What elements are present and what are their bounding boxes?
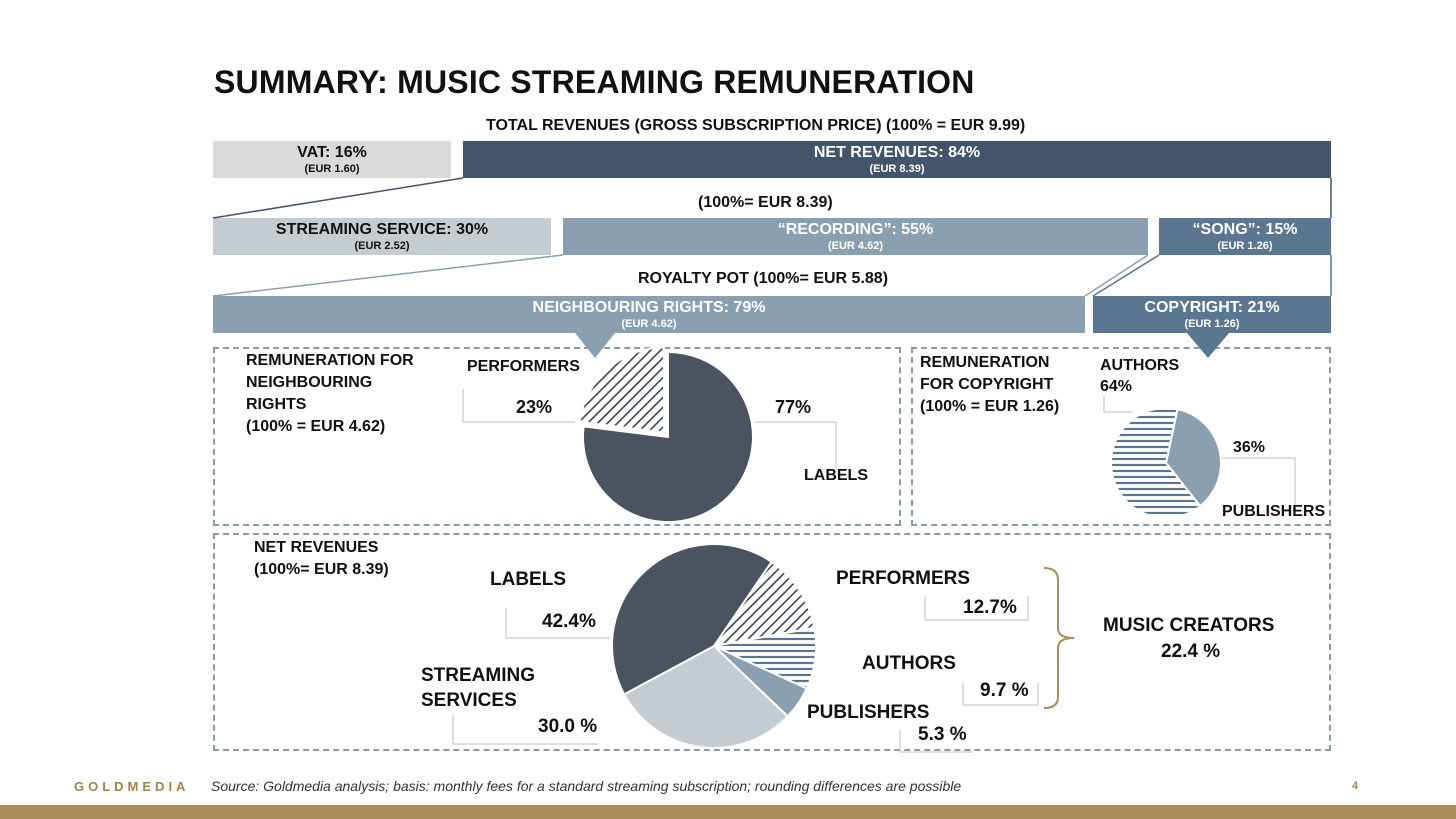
streaming-service-bar: STREAMING SERVICE: 30% (EUR 2.52) [213,218,551,255]
leader-line [452,715,598,745]
cr-publishers-label: PUBLISHERS [1222,503,1326,520]
net-performers-label: PERFORMERS [836,568,971,589]
cr-publishers-slice [1164,408,1222,508]
neighbouring-rights-panel [213,347,901,526]
total-revenues-caption: TOTAL REVENUES (GROSS SUBSCRIPTION PRICE… [486,117,1026,134]
net-labels-value: 42.4% [542,611,596,632]
net-revenues-panel [213,533,1331,751]
copyright-sub: (EUR 1.26) [1184,317,1240,330]
net-publishers-value: 5.3 % [918,724,967,745]
copyright-label: COPYRIGHT: 21% [1144,298,1280,316]
net-performers-slice [711,560,816,648]
song-bar: “SONG”: 15% (EUR 1.26) [1159,218,1331,255]
leader-line [924,596,1029,621]
cr-title-line: FOR COPYRIGHT [920,376,1054,393]
connector-line [212,254,564,297]
net-title-line: NET REVENUES [254,539,379,556]
song-label: “SONG”: 15% [1192,220,1298,238]
nr-performers-value: 23% [516,397,553,417]
leader-line [462,389,575,423]
cr-publishers-value: 36% [1233,439,1266,456]
net-performers-value: 12.7% [963,597,1017,618]
leader-line [1103,396,1132,413]
page-title: SUMMARY: MUSIC STREAMING REMUNERATION [214,64,975,100]
cr-authors-slice [1110,407,1202,519]
leader-line [962,683,1039,706]
nr-performers-label: PERFORMERS [467,358,580,375]
music-creators-value: 22.4 % [1161,641,1221,662]
net-streaming-label-line: STREAMING [421,665,535,686]
leader-line [1220,457,1296,505]
vat-label: VAT: 16% [297,143,367,161]
copyright-panel [911,347,1331,526]
vat-bar: VAT: 16% (EUR 1.60) [213,141,451,178]
music-creators-label: MUSIC CREATORS [1103,615,1275,636]
leader-line [505,608,610,639]
recording-sub: (EUR 4.62) [827,239,884,252]
net-title-line: (100%= EUR 8.39) [254,561,389,578]
net-streaming-label-line: SERVICES [421,690,517,711]
down-arrow-icon [575,333,615,358]
cr-authors-value: 64% [1100,378,1133,395]
net-labels-slice [611,543,773,696]
net-revenues-bar: NET REVENUES: 84% (EUR 8.39) [463,141,1331,178]
copyright-bar: COPYRIGHT: 21% (EUR 1.26) [1093,296,1331,333]
connector-line [1092,254,1160,297]
neighbouring-rights-bar: NEIGHBOURING RIGHTS: 79% (EUR 4.62) [213,296,1085,333]
net-revenues-sub: (EUR 8.39) [869,162,925,175]
leader-line [754,421,837,468]
net-revenues-label: NET REVENUES: 84% [813,143,981,161]
nr-performers-slice [578,346,666,434]
source-note: Source: Goldmedia analysis; basis: month… [211,778,962,794]
net-authors-value: 9.7 % [980,680,1029,701]
nr-labels-value: 77% [775,397,812,417]
nr-title-line: (100% = EUR 4.62) [246,418,386,435]
nr-title-line: NEIGHBOURING [246,374,373,391]
vat-sub: (EUR 1.60) [304,162,360,175]
nr-labels-slice [582,350,754,523]
cr-title-line: (100% = EUR 1.26) [920,398,1060,415]
down-arrow-icon [1187,333,1229,358]
nr-title-line: REMUNERATION FOR [246,352,414,369]
royalty-pot-caption: ROYALTY POT (100%= EUR 5.88) [638,270,889,287]
music-creators-brace [1043,567,1075,709]
neighbouring-rights-label: NEIGHBOURING RIGHTS: 79% [532,298,766,316]
nr-title-line: RIGHTS [246,396,307,413]
connector-line [212,177,464,219]
streaming-service-label: STREAMING SERVICE: 30% [275,220,489,238]
net-labels-label: LABELS [490,569,566,590]
cr-title-line: REMUNERATION [920,354,1050,371]
song-sub: (EUR 1.26) [1217,239,1273,252]
net-streaming-slice [622,644,790,749]
net-publishers-label: PUBLISHERS [807,702,930,723]
leader-line [899,730,972,753]
goldmedia-logo: GOLDMEDIA [74,779,190,794]
net-caption: (100%= EUR 8.39) [698,194,833,211]
footer-gold-bar [0,805,1456,819]
recording-bar: “RECORDING”: 55% (EUR 4.62) [563,218,1148,255]
recording-label: “RECORDING”: 55% [777,220,934,238]
streaming-service-sub: (EUR 2.52) [354,239,410,252]
net-authors-label: AUTHORS [862,653,956,674]
neighbouring-rights-sub: (EUR 4.62) [621,317,677,330]
nr-labels-label: LABELS [804,467,868,484]
net-streaming-value: 30.0 % [538,716,598,737]
cr-authors-label: AUTHORS [1100,357,1180,374]
page-number: 4 [1352,780,1359,792]
connector-line [1084,254,1149,297]
